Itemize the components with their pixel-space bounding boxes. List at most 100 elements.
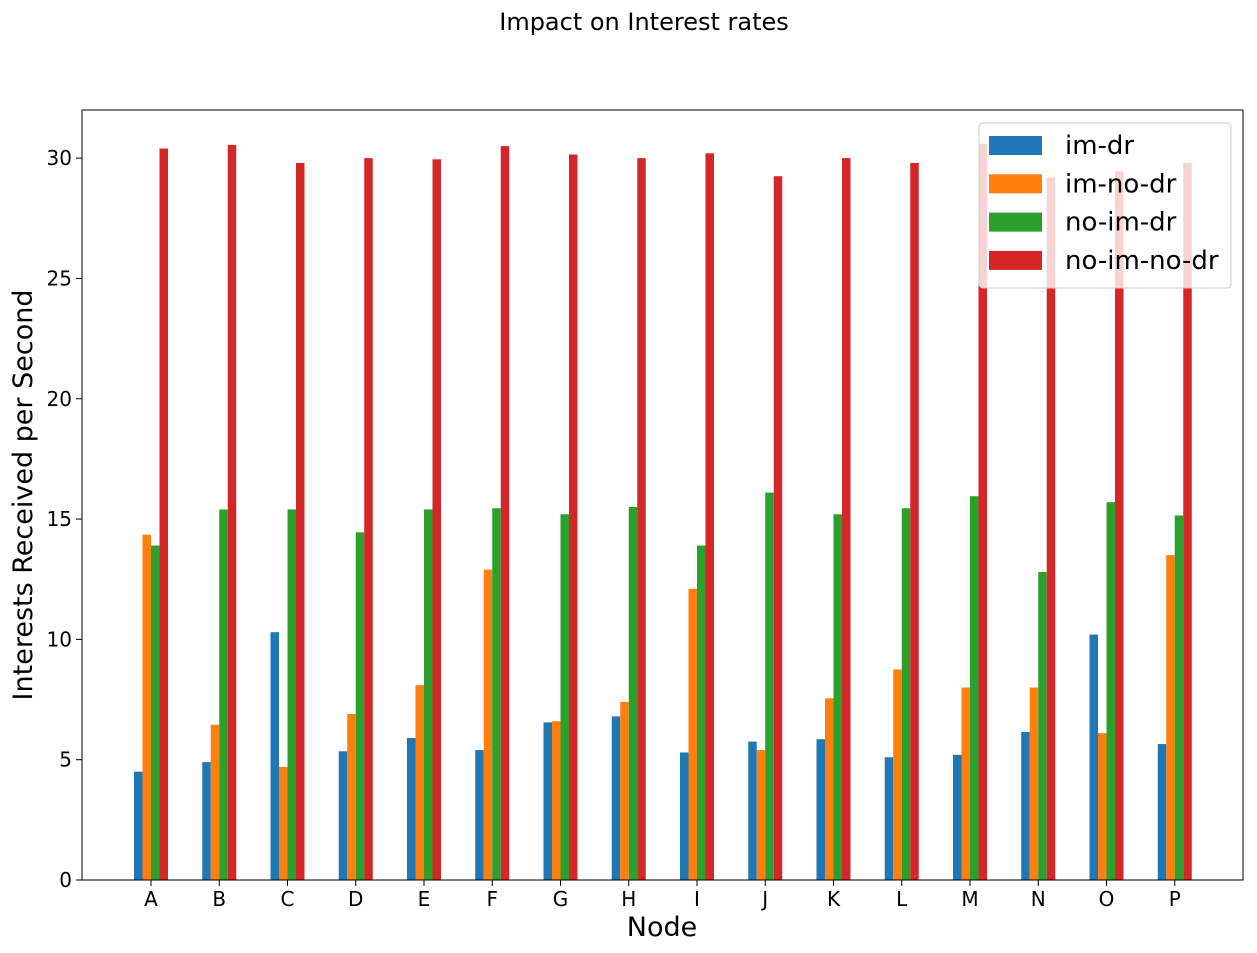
bar-im-dr-E [407,738,416,880]
bar-im-no-dr-E [415,685,424,880]
x-tick-label: B [212,887,226,911]
bar-no-im-no-dr-P [1183,162,1192,880]
bar-im-no-dr-D [347,713,356,880]
legend-swatch-im-dr [989,136,1042,155]
legend-label-im-no-dr: im-no-dr [1065,169,1177,199]
bar-im-no-dr-M [961,687,970,880]
bar-im-no-dr-A [142,534,151,880]
bar-no-im-no-dr-K [842,158,851,880]
bar-im-dr-L [884,757,894,880]
bar-no-im-dr-H [628,507,638,880]
bar-im-no-dr-O [1098,733,1107,880]
x-tick-label: C [281,887,295,911]
plot-bars [134,143,1192,880]
bar-no-im-no-dr-C [296,162,305,880]
bar-no-im-dr-B [219,509,228,880]
plot-frame [81,109,1244,881]
bar-im-dr-P [1157,744,1167,880]
legend-label-im-dr: im-dr [1065,131,1134,161]
legend-swatch-no-im-dr [989,212,1042,232]
y-tick-label: 10 [47,627,72,651]
x-tick-label: J [760,887,768,911]
bar-no-im-dr-P [1174,515,1184,880]
x-tick-label: I [694,887,700,911]
bar-no-im-no-dr-H [637,158,646,880]
bar-no-im-dr-D [355,532,365,880]
bar-im-no-dr-P [1166,555,1175,880]
bar-im-dr-A [134,771,143,880]
x-tick-label: G [553,887,569,911]
bar-no-im-no-dr-G [569,154,578,880]
x-tick-label: E [418,887,431,911]
y-tick-label: 25 [47,266,72,290]
bar-im-dr-C [270,632,279,880]
bar-im-dr-O [1089,634,1098,880]
bar-no-im-dr-E [424,509,433,880]
y-tick-label: 0 [59,868,72,892]
legend-label-no-im-dr: no-im-dr [1065,208,1177,238]
x-tick-label: O [1099,887,1115,911]
legend-frame [978,122,1232,289]
x-tick-label: L [896,887,908,911]
bar-no-im-dr-O [1106,502,1115,880]
legend-label-no-im-no-dr: no-im-no-dr [1065,246,1219,276]
x-tick-label: M [961,887,978,911]
bar-im-no-dr-N [1029,687,1039,880]
bar-no-im-dr-C [287,509,296,880]
bar-no-im-dr-M [970,496,979,880]
y-axis-label: Interests Received per Second [8,290,39,701]
bar-no-im-no-dr-E [432,159,441,880]
bar-no-im-no-dr-M [978,143,987,880]
bar-no-im-no-dr-L [910,162,919,880]
bar-no-im-no-dr-F [500,146,510,880]
bar-no-im-dr-G [560,514,569,880]
bar-im-no-dr-L [893,669,902,880]
bar-im-no-dr-J [756,750,766,880]
bar-im-no-dr-K [825,698,834,880]
bar-no-im-no-dr-I [705,153,714,880]
bar-no-im-no-dr-J [773,176,783,880]
x-tick-label: A [144,887,158,911]
bar-im-no-dr-C [279,766,288,880]
bar-no-im-no-dr-D [364,158,373,880]
bar-no-im-dr-N [1038,572,1047,880]
legend-swatch-no-im-no-dr [989,250,1042,270]
legend: im-dr im-no-dr no-im-dr no-im-no-dr [978,122,1232,289]
bar-no-im-dr-K [833,514,842,880]
bar-im-dr-G [543,722,552,880]
bar-im-dr-H [611,716,621,880]
bar-no-im-dr-J [765,492,774,880]
bar-no-im-no-dr-O [1115,171,1124,880]
bar-im-dr-F [475,750,484,880]
y-tick-label: 30 [47,146,72,170]
x-tick-label: F [486,887,498,911]
y-tick-label: 15 [47,507,72,531]
legend-swatch-im-no-dr [989,174,1042,194]
bar-no-im-no-dr-B [227,144,237,880]
bar-im-dr-K [816,739,825,880]
x-tick-label: K [827,887,841,911]
bar-no-im-dr-A [151,545,160,880]
x-axis: A B C D E F G H I J K L M N O P [144,880,1181,911]
bar-im-dr-J [748,741,757,880]
bar-im-dr-D [338,751,348,880]
bar-im-dr-N [1021,732,1030,880]
bar-im-dr-M [953,754,962,880]
bar-im-dr-I [680,752,689,880]
bar-no-im-dr-L [901,508,911,880]
x-tick-label: P [1169,887,1181,911]
bar-im-dr-B [202,762,211,880]
x-tick-label: H [621,887,636,911]
chart-title: Impact on Interest rates [499,8,789,36]
x-axis-label: Node [627,912,697,943]
bar-im-no-dr-G [552,721,561,880]
bar-im-no-dr-H [620,701,629,880]
bar-im-no-dr-B [210,724,220,880]
y-axis: 0 5 10 15 20 25 30 [47,146,82,892]
x-tick-label: D [348,887,363,911]
bar-no-im-no-dr-A [159,148,168,880]
bar-im-no-dr-I [688,588,697,880]
y-tick-label: 5 [59,748,72,772]
bar-no-im-dr-I [697,545,706,880]
